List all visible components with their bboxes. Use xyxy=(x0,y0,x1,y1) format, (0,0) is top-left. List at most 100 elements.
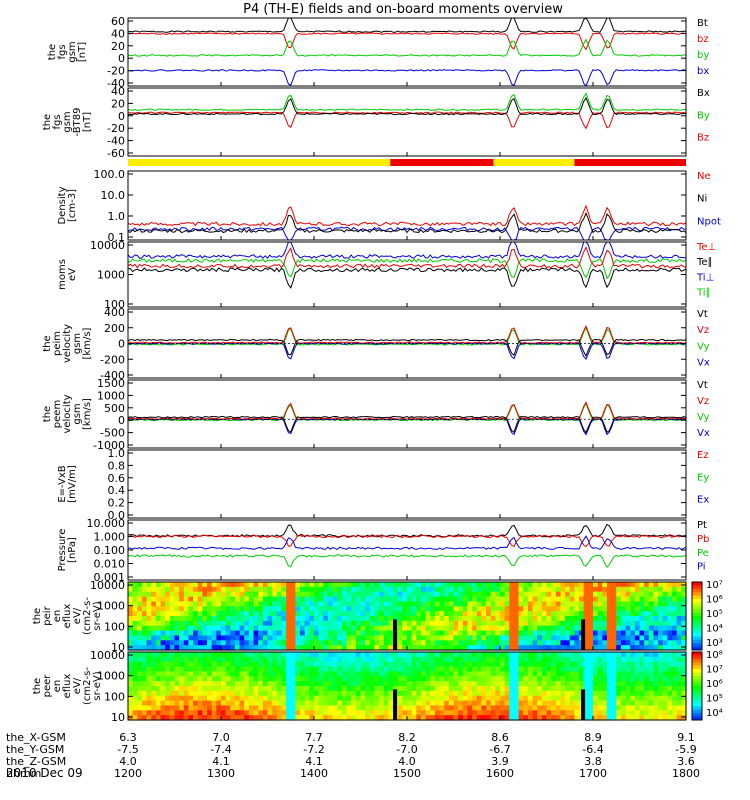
spectrogram-cell xyxy=(262,591,269,598)
y-tick-label: -500 xyxy=(100,427,125,440)
spectrogram-cell xyxy=(341,656,348,663)
spectrogram-cell xyxy=(402,582,408,588)
spectrogram-cell xyxy=(411,652,417,658)
spectrogram-cell xyxy=(304,661,310,668)
spectrogram-cell xyxy=(202,681,208,687)
spectrogram-cell xyxy=(230,661,236,668)
colorbar-step xyxy=(692,658,702,663)
spectrogram-cell xyxy=(383,686,389,692)
spectrogram-cell xyxy=(495,656,501,663)
spectrogram-cell xyxy=(141,625,148,632)
spectrogram-cell xyxy=(337,630,343,637)
spectrogram-cell xyxy=(211,700,217,707)
spectrogram-cell xyxy=(253,620,259,627)
y-tick-label: 10000 xyxy=(90,579,125,592)
spectrogram-cell xyxy=(179,710,185,716)
spectrogram-cell xyxy=(388,620,394,627)
spectrogram-cell xyxy=(458,620,464,627)
legend-entry: Vx xyxy=(697,358,710,369)
spectrogram-cell xyxy=(481,596,487,603)
spectrogram-cell xyxy=(472,586,478,593)
x-tick-label: 9.1 xyxy=(677,731,695,744)
spectrogram-cell xyxy=(434,681,441,687)
spectrogram-cell xyxy=(290,700,296,707)
spectrogram-cell xyxy=(281,586,287,593)
spectrogram-cell xyxy=(374,640,380,646)
spectrogram-cell xyxy=(300,661,306,668)
spectrogram-cell xyxy=(355,710,362,716)
spectrogram-cell xyxy=(281,661,287,668)
spectrogram-cell xyxy=(532,715,538,721)
spectrogram-cell xyxy=(286,640,292,646)
spectrogram-cell xyxy=(234,606,241,612)
spectrogram-cell xyxy=(183,630,190,637)
spectrogram-cell xyxy=(146,652,152,658)
spectrogram-cell xyxy=(165,700,171,707)
spectrogram-cell xyxy=(281,640,287,646)
spectrogram-cell xyxy=(360,666,366,673)
spectrogram-cell xyxy=(509,586,515,593)
spectrogram-cell xyxy=(295,681,301,687)
spectrogram-cell xyxy=(472,630,478,637)
spectrogram-cell xyxy=(309,661,315,668)
spectrogram-cell xyxy=(207,606,213,612)
spectrogram-cell xyxy=(597,582,603,588)
spectrogram-cell xyxy=(360,582,366,588)
spectrogram-cell xyxy=(476,710,482,716)
spectrogram-cell xyxy=(365,601,371,607)
spectrogram-cell xyxy=(569,630,575,637)
spectrogram-cell xyxy=(402,620,408,627)
spectrogram-cell xyxy=(444,640,450,646)
spectrogram-cell xyxy=(560,596,566,603)
spectrogram-cell xyxy=(439,645,445,651)
legend-entry: Bt xyxy=(697,18,708,29)
spectrogram-cell xyxy=(323,635,329,641)
spectrogram-cell xyxy=(541,690,548,697)
y-tick-label: 1.0 xyxy=(108,447,126,460)
spectrogram-cell xyxy=(346,695,352,702)
spectrogram-cell xyxy=(374,676,380,682)
spectrogram-cell xyxy=(662,715,668,721)
spectrogram-cell xyxy=(346,715,352,721)
spectrogram-cell xyxy=(160,635,166,641)
spectrogram-cell xyxy=(444,656,450,663)
spectrogram-cell xyxy=(179,625,185,632)
y-axis-label: Density xyxy=(57,186,68,224)
spectrogram-cell xyxy=(639,620,645,627)
spectrogram-cell xyxy=(495,635,501,641)
spectrogram-cell xyxy=(146,671,152,677)
spectrogram-cell xyxy=(267,666,273,673)
spectrogram-cell xyxy=(588,640,594,646)
spectrogram-cell xyxy=(239,606,245,612)
spectrogram-cell xyxy=(272,611,278,617)
spectrogram-cell xyxy=(588,661,594,668)
y-axis-label: gsm xyxy=(67,41,78,62)
spectrogram-cell xyxy=(244,715,250,721)
spectrogram-cell xyxy=(597,616,603,622)
spectrogram-cell xyxy=(179,671,185,677)
spectrogram-cell xyxy=(360,625,366,632)
spectrogram-cell xyxy=(593,586,599,593)
spectrogram-cell xyxy=(207,616,213,622)
spectrogram-cell xyxy=(355,591,362,598)
spectrogram-cell xyxy=(183,666,190,673)
spectrogram-cell xyxy=(634,591,641,598)
spectrogram-cell xyxy=(318,601,324,607)
spectrogram-cell xyxy=(369,620,376,627)
spectrogram-cell xyxy=(625,625,631,632)
spectrogram-cell xyxy=(560,591,566,598)
spectrogram-cell xyxy=(197,666,203,673)
spectrogram-cell xyxy=(476,586,482,593)
spectrogram-cell xyxy=(565,676,571,682)
spectrogram-cell xyxy=(304,591,310,598)
spectrogram-cell xyxy=(300,591,306,598)
spectrogram-cell xyxy=(141,686,148,692)
colorbar-step xyxy=(692,706,702,711)
spectrogram-cell xyxy=(620,596,627,603)
spectrogram-cell xyxy=(593,676,599,682)
spectrogram-cell xyxy=(383,661,389,668)
spectrogram-cell xyxy=(667,676,673,682)
spectrogram-cell xyxy=(239,710,245,716)
